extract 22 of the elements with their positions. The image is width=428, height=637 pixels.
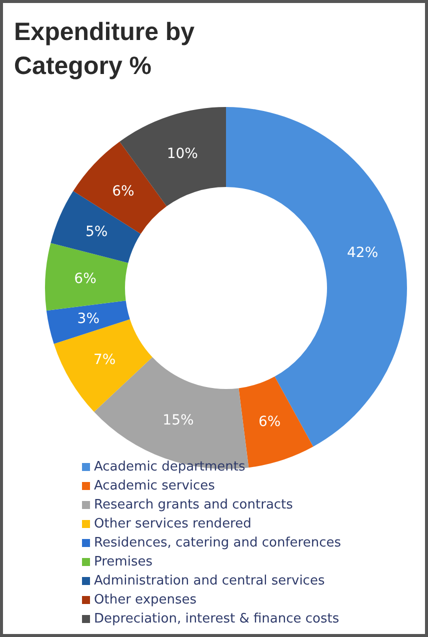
legend-label: Research grants and contracts <box>94 498 294 512</box>
data-label: 15% <box>162 412 194 429</box>
legend-label: Premises <box>94 554 153 570</box>
donut-slice <box>46 300 130 344</box>
legend-label: Academic departments <box>94 460 246 474</box>
legend-label: Residences, catering and conferences <box>94 536 342 550</box>
legend-label: Other expenses <box>94 592 197 608</box>
data-label: 6% <box>112 183 134 200</box>
data-label: 10% <box>166 146 198 162</box>
legend-label: Depreciation, interest & finance costs <box>94 612 340 626</box>
data-label: 7% <box>94 352 116 368</box>
chart-title: Expenditure by Category % <box>14 18 195 80</box>
donut-slice <box>45 242 128 311</box>
legend-label: Other services rendered <box>94 516 252 532</box>
data-label: 3% <box>77 310 100 327</box>
data-label: 42% <box>347 244 378 261</box>
data-label: 6% <box>74 271 96 288</box>
legend-label: Administration and central services <box>94 574 325 588</box>
donut-slice <box>226 107 407 447</box>
data-label: 5% <box>85 224 108 240</box>
data-label: 6% <box>258 414 281 430</box>
legend-label: Academic services <box>94 478 216 494</box>
